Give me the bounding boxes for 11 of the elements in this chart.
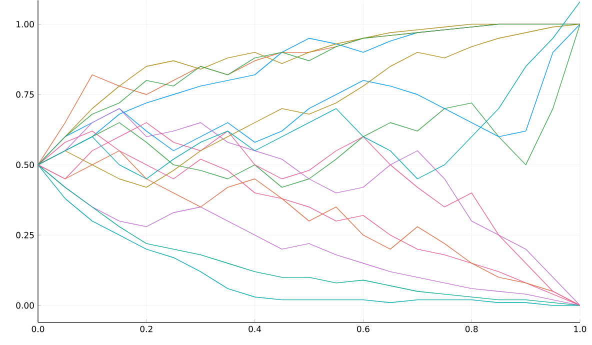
x-tick-label: 0.0: [32, 326, 44, 332]
x-tick-label: 0.8: [465, 326, 478, 332]
y-tick-label: 1.00: [16, 20, 34, 28]
y-tick-label: 0.00: [16, 302, 34, 308]
x-tick-label: 0.4: [248, 326, 262, 332]
y-tick-label: 0.25: [16, 232, 34, 238]
x-tick-label: 0.2: [140, 326, 152, 332]
y-tick-label: 0.75: [16, 91, 34, 98]
y-tick-label: 0.50: [16, 161, 34, 168]
x-tick-label: 1.0: [574, 326, 586, 332]
x-tick-label: 0.6: [357, 326, 370, 332]
